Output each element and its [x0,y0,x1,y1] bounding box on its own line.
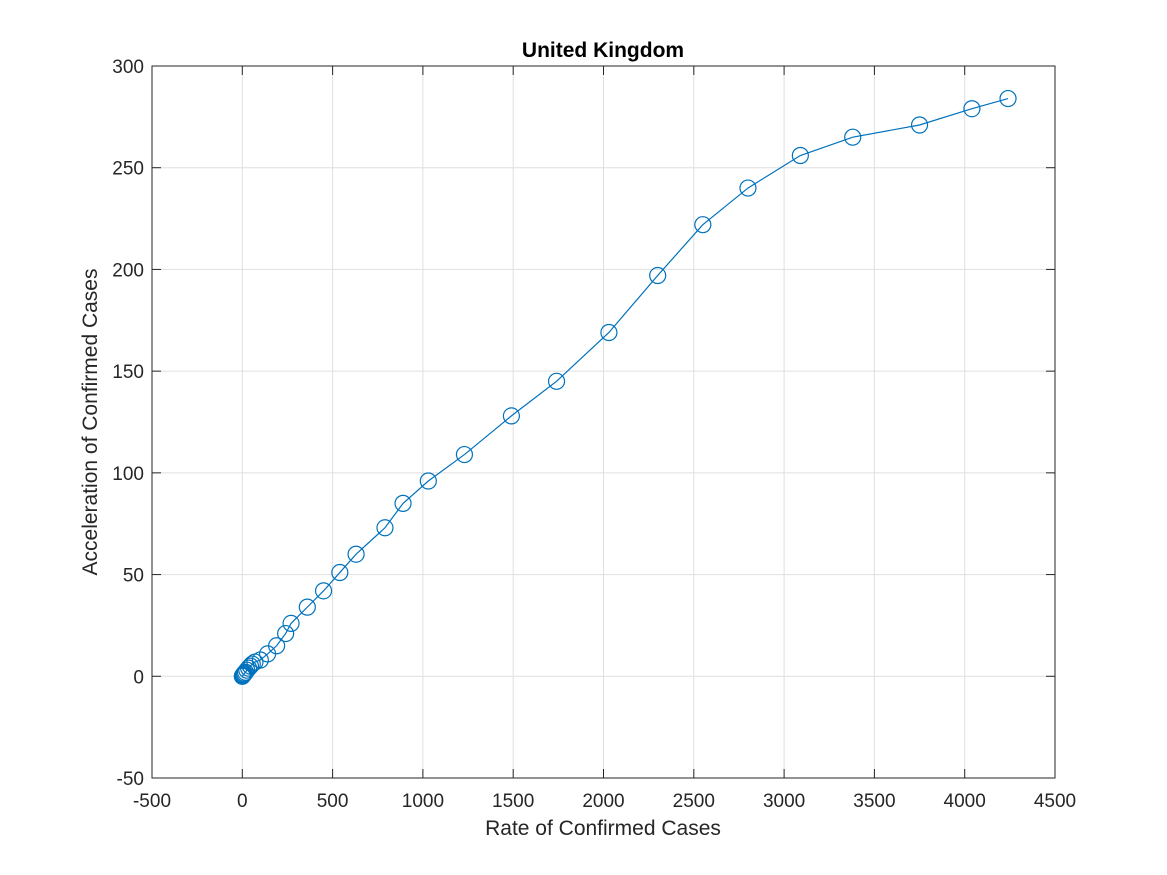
data-point-marker [502,407,520,425]
data-point-marker [394,494,412,512]
y-tick-label: -50 [117,769,144,790]
y-tick-label: 200 [112,260,144,281]
y-axis-title: Acceleration of Confirmed Cases [79,269,102,576]
y-tick-label: 150 [112,362,144,383]
data-point-marker [282,614,300,632]
axis-ticks: -500 0 500 1000 1500 2000 2500 3000 3500 4000 4500… [112,57,1076,812]
data-point-marker [455,445,474,464]
data-point-marker [910,116,929,134]
data-series [233,89,1017,685]
data-point-marker [999,89,1017,108]
data-point-marker [739,179,757,197]
x-tick-label: 4500 [1034,791,1076,812]
x-tick-label: -500 [133,791,171,812]
x-tick-label: 500 [317,791,349,812]
data-point-marker [600,323,618,342]
x-tick-label: 3500 [853,791,895,812]
data-point-marker [844,128,862,146]
x-axis-title: Rate of Confirmed Cases [485,817,721,840]
x-tick-label: 2000 [582,791,624,812]
y-tick-label: 250 [112,159,144,180]
y-tick-label: 300 [112,57,144,78]
data-point-marker [268,637,286,655]
x-tick-label: 1500 [492,791,534,812]
x-tick-label: 2500 [673,791,715,812]
y-tick-label: 100 [112,464,144,485]
data-point-marker [963,100,981,118]
data-point-marker [277,624,295,643]
x-tick-label: 1000 [402,791,444,812]
data-point-marker [331,563,349,582]
x-tick-label: 3000 [763,791,805,812]
data-point-marker [240,659,258,677]
data-point-marker [241,657,260,675]
data-point-marker [694,216,712,234]
data-point-marker [347,545,365,563]
data-point-marker [314,582,333,600]
series-line [241,97,1009,677]
data-point-marker [547,372,566,390]
data-point-marker [376,519,394,537]
x-tick-label: 4000 [944,791,986,812]
data-point-marker [649,266,667,285]
data-point-marker [243,655,261,673]
y-tick-label: 0 [133,667,144,688]
y-tick-label: 50 [123,566,144,587]
x-tick-label: 0 [237,791,248,812]
data-point-marker [791,146,809,165]
chart-title: United Kingdom [522,39,684,62]
data-point-marker [419,472,437,490]
data-point-marker [298,598,316,616]
